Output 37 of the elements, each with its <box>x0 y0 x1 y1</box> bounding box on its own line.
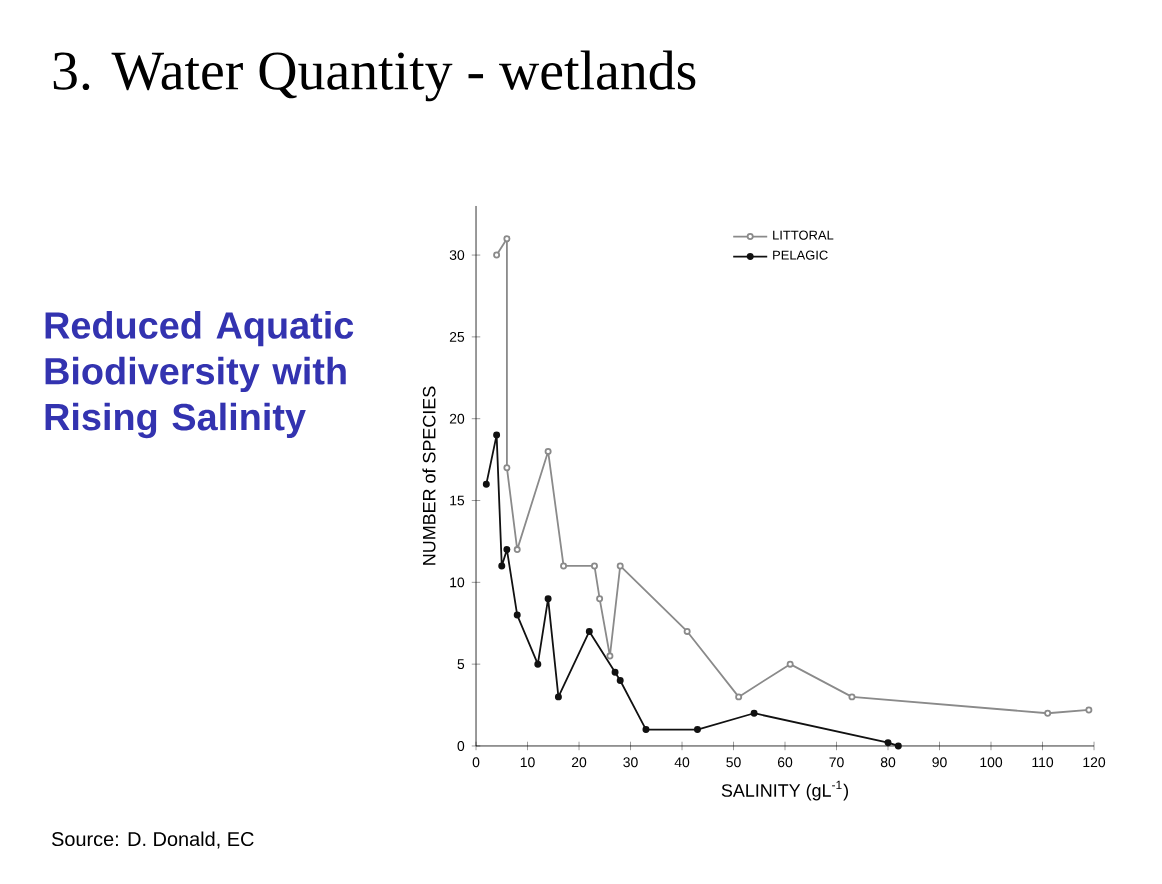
chart-title: 3. Water Quantity - wetlands <box>53 50 696 102</box>
point <box>616 677 624 685</box>
x-axis-title: SALINITY (gL$^{-1}$) <box>721 780 849 801</box>
point <box>786 660 794 668</box>
point <box>513 611 521 619</box>
point <box>735 693 743 701</box>
point <box>894 742 902 750</box>
point <box>884 739 892 747</box>
source-note: Source: D. Donald, EC <box>51 831 254 849</box>
point <box>750 709 758 717</box>
point <box>498 562 506 570</box>
point <box>606 652 614 660</box>
point <box>848 693 856 701</box>
point <box>503 546 511 554</box>
y-axis-title: NUMBER of SPECIES <box>422 386 436 565</box>
point <box>493 431 501 439</box>
point <box>554 693 562 701</box>
point <box>544 447 552 455</box>
point <box>611 668 619 676</box>
point <box>482 480 490 488</box>
point <box>683 627 691 635</box>
point <box>503 464 511 472</box>
point <box>693 726 701 734</box>
point <box>493 251 501 259</box>
point <box>616 562 624 570</box>
point <box>560 562 568 570</box>
point <box>590 562 598 570</box>
point <box>1044 709 1052 717</box>
point <box>1085 706 1093 714</box>
point <box>544 595 552 603</box>
point <box>585 627 593 635</box>
point <box>534 660 542 668</box>
text: Reduced Aquatic Biodiversity with Rising Salinity <box>45 311 354 439</box>
point <box>513 546 521 554</box>
point <box>503 235 511 243</box>
point <box>642 726 650 734</box>
point <box>596 595 604 603</box>
